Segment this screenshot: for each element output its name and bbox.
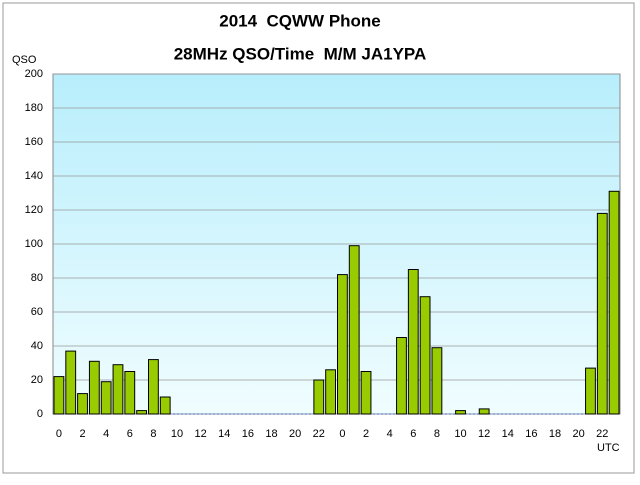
y-tick-label: 160: [25, 136, 43, 148]
bar: [100, 381, 112, 415]
y-tick-label: 140: [25, 170, 43, 182]
x-tick-label: 14: [502, 428, 514, 440]
bar: [396, 337, 407, 415]
bar: [136, 410, 147, 415]
bar: [337, 274, 348, 415]
bar: [325, 369, 336, 415]
x-tick-label: 18: [549, 428, 561, 440]
y-tick-label: 100: [25, 238, 43, 250]
x-tick-label: 10: [171, 428, 183, 440]
bar: [596, 212, 608, 415]
x-tick-label: 4: [387, 428, 393, 440]
x-tick-label: 12: [195, 428, 207, 440]
x-tick-label: 22: [596, 428, 608, 440]
y-tick-label: 180: [25, 102, 43, 114]
bar: [431, 347, 443, 415]
x-tick-label: 16: [242, 428, 254, 440]
x-tick-label: 0: [56, 428, 62, 440]
chart-subtitle: 28MHz QSO/Time M/M JA1YPA: [174, 44, 427, 63]
bar: [455, 410, 466, 415]
y-tick-label: 60: [31, 306, 43, 318]
bar: [348, 245, 360, 415]
bar: [53, 376, 65, 415]
x-tick-label: 8: [150, 428, 156, 440]
chart-title: 2014 CQWW Phone: [219, 11, 381, 30]
x-tick-label: 6: [410, 428, 416, 440]
bar: [478, 408, 490, 415]
bar: [585, 367, 596, 415]
y-tick-label: 80: [31, 272, 43, 284]
y-tick-label: 120: [25, 204, 43, 216]
bar: [419, 296, 431, 415]
bar: [313, 379, 325, 415]
bar: [124, 371, 136, 415]
y-tick-label: 0: [37, 408, 43, 420]
bar: [159, 396, 171, 415]
bar: [77, 393, 88, 415]
x-tick-label: 20: [289, 428, 301, 440]
y-axis-label: QSO: [12, 54, 37, 66]
x-tick-label: 20: [573, 428, 585, 440]
bar: [407, 269, 419, 415]
x-tick-label: 10: [454, 428, 466, 440]
x-tick-label: 16: [525, 428, 537, 440]
x-tick-label: 2: [79, 428, 85, 440]
frame: [2, 2, 635, 474]
bar: [88, 360, 100, 415]
bar: [608, 190, 620, 415]
bar: [65, 350, 77, 415]
x-tick-label: 12: [478, 428, 490, 440]
bar: [360, 371, 372, 415]
x-tick-label: 0: [339, 428, 345, 440]
x-tick-label: 18: [265, 428, 277, 440]
y-tick-label: 20: [31, 374, 43, 386]
x-tick-label: 8: [434, 428, 440, 440]
x-tick-label: 14: [218, 428, 230, 440]
x-tick-label: 22: [313, 428, 325, 440]
x-axis-label: UTC: [597, 442, 620, 454]
bar: [148, 359, 159, 415]
x-tick-label: 2: [363, 428, 369, 440]
y-tick-label: 200: [25, 68, 43, 80]
bar: [112, 364, 124, 415]
x-tick-label: 6: [127, 428, 133, 440]
y-tick-label: 40: [31, 340, 43, 352]
x-tick-label: 4: [103, 428, 109, 440]
